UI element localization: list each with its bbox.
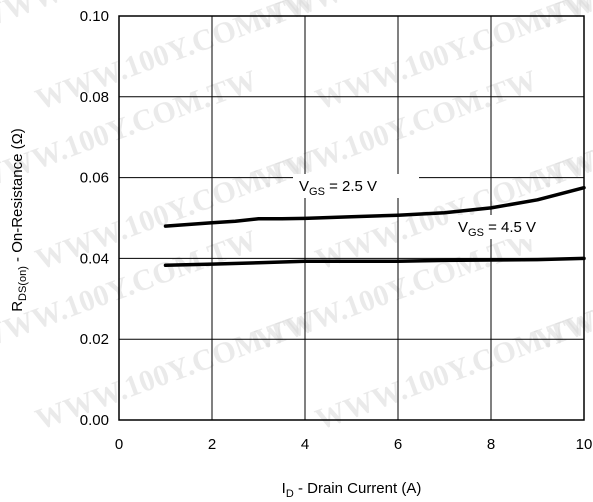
y-tick-label: 0.08: [80, 89, 109, 106]
x-tick-label: 4: [301, 436, 309, 453]
series-label-background: [452, 215, 570, 239]
y-axis-label: RDS(on) - On-Resistance (Ω): [9, 128, 29, 312]
x-axis-label: ID - Drain Current (A): [282, 480, 422, 500]
y-axis-label-main: R: [9, 301, 26, 312]
y-axis-label-rest: - On-Resistance (Ω): [9, 128, 26, 266]
x-tick-labels: 0 2 4 6 8 10: [115, 436, 593, 453]
y-tick-label: 0.04: [80, 250, 109, 267]
y-tick-labels: 0.00 0.02 0.04 0.06 0.08 0.10: [80, 8, 109, 429]
x-tick-label: 10: [576, 436, 593, 453]
y-tick-label: 0.00: [80, 412, 109, 429]
x-tick-label: 8: [487, 436, 495, 453]
x-axis-label-sub: D: [286, 488, 294, 500]
x-axis-label-rest: - Drain Current (A): [294, 480, 422, 497]
y-tick-label: 0.06: [80, 170, 109, 187]
x-tick-label: 2: [208, 436, 216, 453]
series-label-2: VGS = 4.5 V: [458, 219, 536, 239]
y-tick-label: 0.10: [80, 8, 109, 25]
watermark-text: WWW.100Y.COM.TW: [31, 304, 321, 437]
series-line-2: [163, 256, 586, 268]
series-line-1: [163, 185, 586, 228]
plot-frame: [118, 15, 585, 421]
y-tick-label: 0.02: [80, 331, 109, 348]
series-label-1: VGS = 2.5 V: [299, 178, 377, 198]
x-tick-label: 0: [115, 436, 123, 453]
watermark-text: WWW.100Y.COM.TW: [311, 304, 593, 437]
series-labels: VGS = 2.5 V VGS = 4.5 V: [293, 174, 570, 239]
x-tick-label: 6: [394, 436, 402, 453]
x-axis-label-main: I: [282, 480, 286, 497]
y-axis-label-sub: DS(on): [17, 266, 29, 301]
series-label-background: [293, 174, 419, 198]
series-lines: [163, 185, 586, 268]
